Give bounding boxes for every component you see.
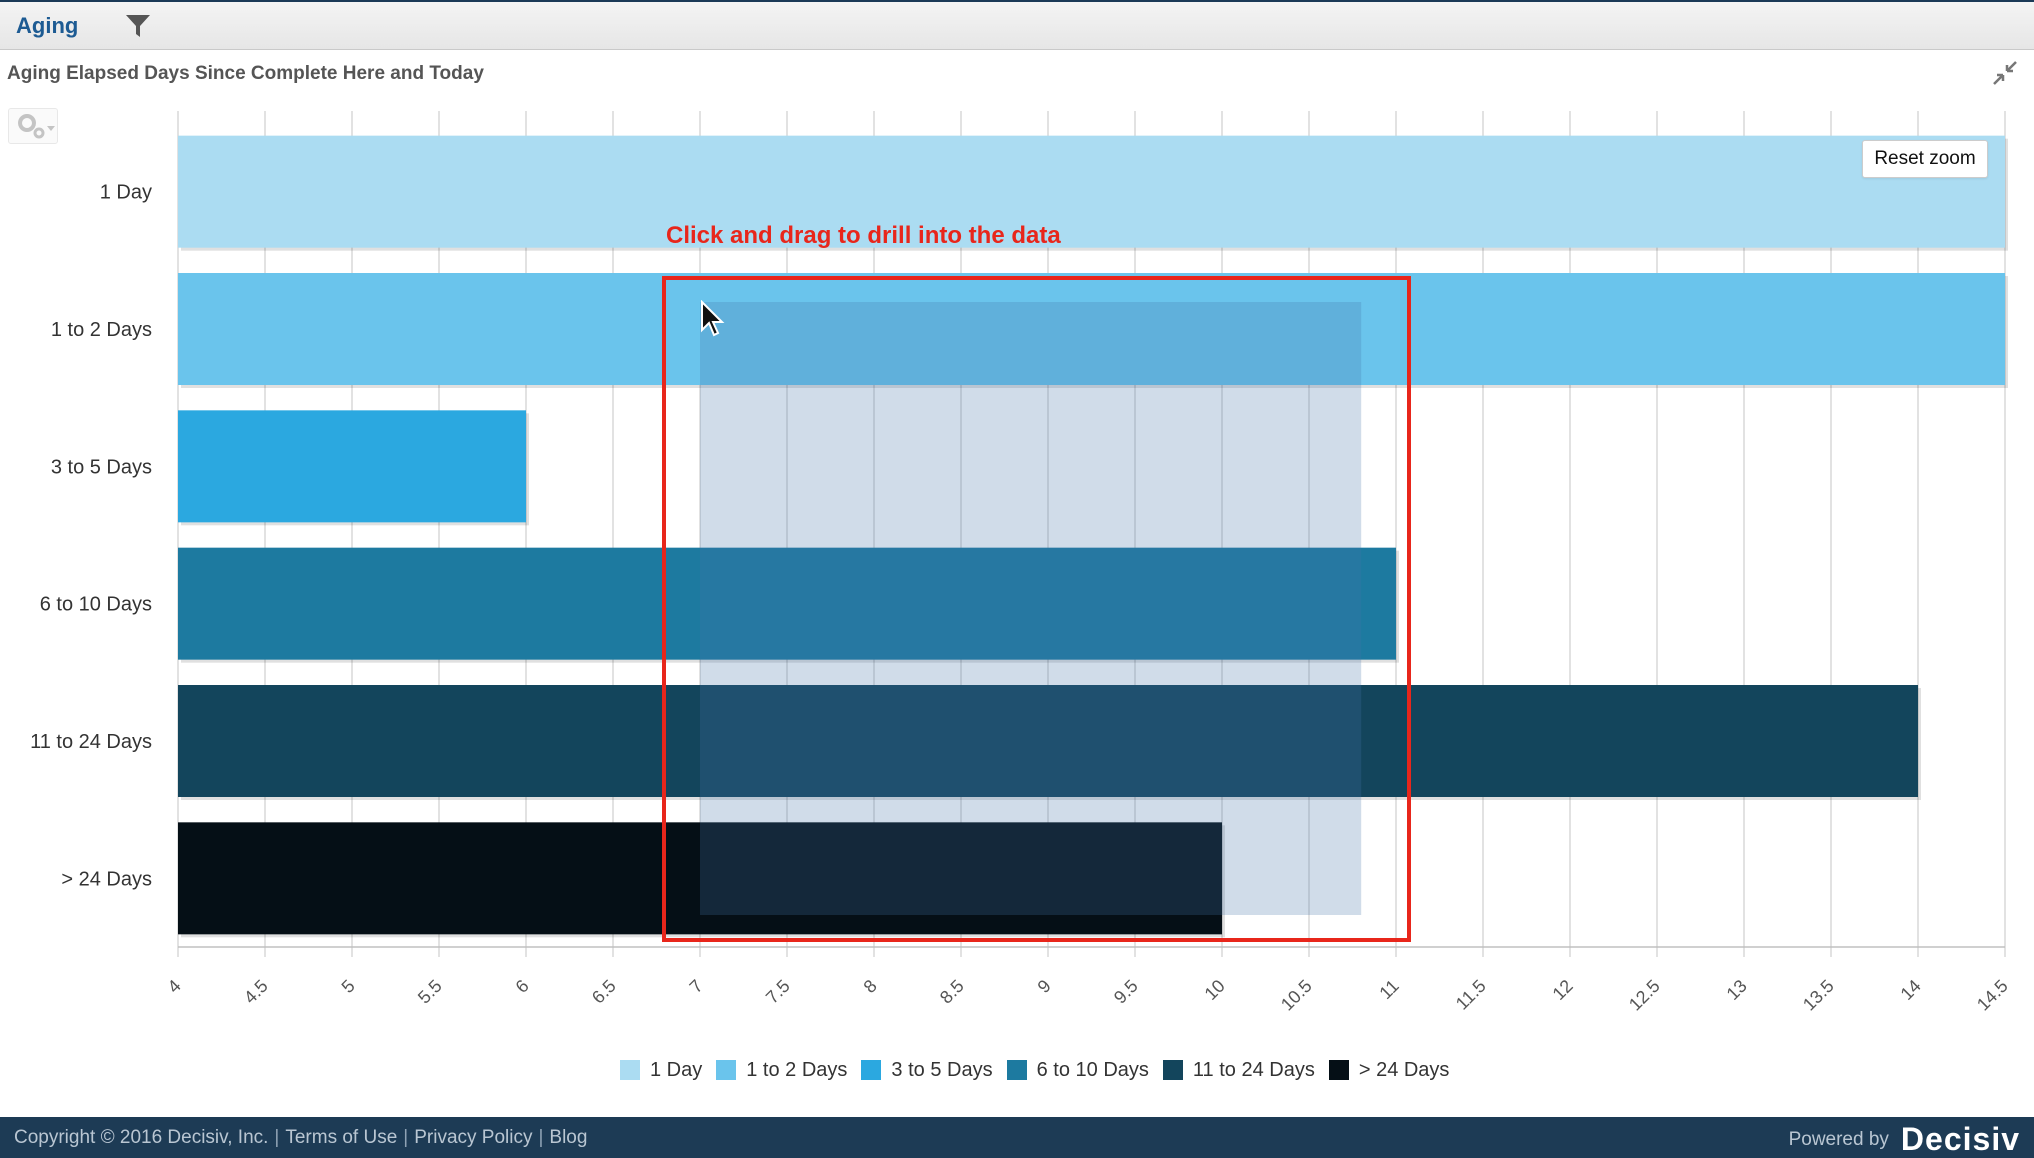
x-tick-label: 12 — [1549, 976, 1577, 1004]
footer: Copyright © 2016 Decisiv, Inc. | Terms o… — [0, 1117, 2034, 1158]
x-tick-label: 8.5 — [936, 976, 968, 1008]
panel-title: Aging Elapsed Days Since Complete Here a… — [7, 63, 484, 84]
x-tick-label: 6 — [512, 976, 533, 997]
drill-instruction-text: Click and drag to drill into the data — [666, 222, 1061, 249]
x-tick-label: 14 — [1897, 976, 1925, 1004]
x-tick-label: 4 — [164, 976, 185, 997]
gear-icon — [18, 114, 55, 139]
x-tick-label: 9.5 — [1110, 976, 1142, 1008]
x-tick-label: 14.5 — [1973, 976, 2012, 1015]
footer-separator: | — [538, 1127, 544, 1148]
bar[interactable] — [178, 685, 1918, 797]
legend-swatch — [1006, 1060, 1027, 1080]
legend-item[interactable]: 3 to 5 Days — [861, 1058, 993, 1082]
bar[interactable] — [178, 273, 2005, 385]
x-tick-label: 7.5 — [762, 976, 794, 1008]
copyright-text: Copyright © 2016 Decisiv, Inc. — [14, 1127, 269, 1148]
top-toolbar: Aging — [0, 0, 2034, 50]
legend-swatch — [1328, 1060, 1349, 1080]
x-tick-label: 5 — [338, 976, 359, 997]
mouse-pointer-icon — [701, 300, 725, 337]
legend-swatch — [620, 1060, 640, 1080]
bar[interactable] — [178, 822, 1222, 935]
x-tick-label: 4.5 — [240, 976, 272, 1008]
legend-swatch — [861, 1060, 882, 1080]
legend-item[interactable]: 1 Day — [620, 1059, 702, 1082]
filter-icon[interactable] — [124, 12, 152, 40]
y-category-label: 1 Day — [100, 182, 152, 204]
x-tick-label: 6.5 — [588, 976, 620, 1008]
legend-label: 1 Day — [650, 1058, 703, 1081]
x-tick-label: 9 — [1034, 976, 1055, 997]
legend-label: 6 to 10 Days — [1036, 1058, 1149, 1081]
legend-item[interactable]: 11 to 24 Days — [1162, 1058, 1315, 1082]
x-tick-label: 8 — [860, 976, 881, 997]
legend-label: 3 to 5 Days — [891, 1058, 993, 1081]
bar-chart[interactable]: 4 4.5 5 5.5 6 6.5 7 7.5 8 8.5 9 9.5 10 10.5 11 11.5 12 12… — [0, 95, 2034, 1025]
powered-by: Powered by Decisiv — [1789, 1121, 2020, 1158]
footer-separator: | — [274, 1127, 280, 1148]
legend-swatch — [1162, 1060, 1183, 1080]
reset-zoom-button[interactable]: Reset zoom — [1862, 140, 1988, 178]
decisiv-logo: Decisiv — [1900, 1121, 2020, 1157]
bar[interactable] — [178, 547, 1396, 660]
footer-links: Copyright © 2016 Decisiv, Inc. | Terms o… — [14, 1127, 587, 1149]
x-tick-label: 10.5 — [1277, 976, 1316, 1015]
legend-swatch — [716, 1060, 737, 1080]
collapse-icon[interactable] — [1992, 60, 2018, 86]
legend-label: 1 to 2 Days — [746, 1058, 848, 1081]
bar[interactable] — [178, 410, 526, 523]
footer-separator: | — [403, 1127, 409, 1148]
drill-highlight-box — [662, 276, 1411, 942]
y-category-label: 1 to 2 Days — [51, 319, 152, 341]
x-tick-label: 13.5 — [1799, 976, 1838, 1015]
legend-item[interactable]: 1 to 2 Days — [716, 1059, 847, 1082]
x-tick-label: 10 — [1201, 976, 1229, 1004]
powered-by-text: Powered by — [1788, 1128, 1889, 1150]
bar[interactable] — [178, 135, 2005, 248]
y-category-label: 6 to 10 Days — [40, 594, 152, 616]
x-tick-label: 11.5 — [1452, 976, 1490, 1014]
x-tick-label: 11 — [1375, 976, 1402, 1003]
legend-label: > 24 Days — [1358, 1058, 1450, 1081]
y-category-label: > 24 Days — [61, 868, 152, 890]
terms-of-use-link[interactable]: Terms of Use — [285, 1127, 398, 1148]
legend-item[interactable]: > 24 Days — [1328, 1058, 1450, 1082]
tab-aging[interactable]: Aging — [16, 13, 79, 38]
chart-options-menu[interactable] — [8, 108, 58, 144]
zoom-selection — [700, 302, 1362, 915]
privacy-policy-link[interactable]: Privacy Policy — [414, 1127, 533, 1148]
x-tick-label: 7 — [686, 976, 707, 997]
chart-legend: 1 Day 1 to 2 Days 3 to 5 Days 6 to 10 Days 1… — [620, 1057, 1463, 1083]
y-category-label: 3 to 5 Days — [51, 456, 152, 478]
x-tick-label: 12.5 — [1625, 976, 1664, 1015]
legend-label: 11 to 24 Days — [1192, 1058, 1315, 1081]
legend-item[interactable]: 6 to 10 Days — [1006, 1058, 1149, 1082]
blog-link[interactable]: Blog — [549, 1127, 588, 1148]
y-category-label: 11 to 24 Days — [30, 731, 152, 753]
x-tick-label: 5.5 — [414, 976, 446, 1008]
x-tick-label: 13 — [1723, 976, 1751, 1004]
chart-svg[interactable]: 4 4.5 5 5.5 6 6.5 7 7.5 8 8.5 9 9.5 10 10.5 11 11.5 12 12… — [0, 95, 2034, 1025]
